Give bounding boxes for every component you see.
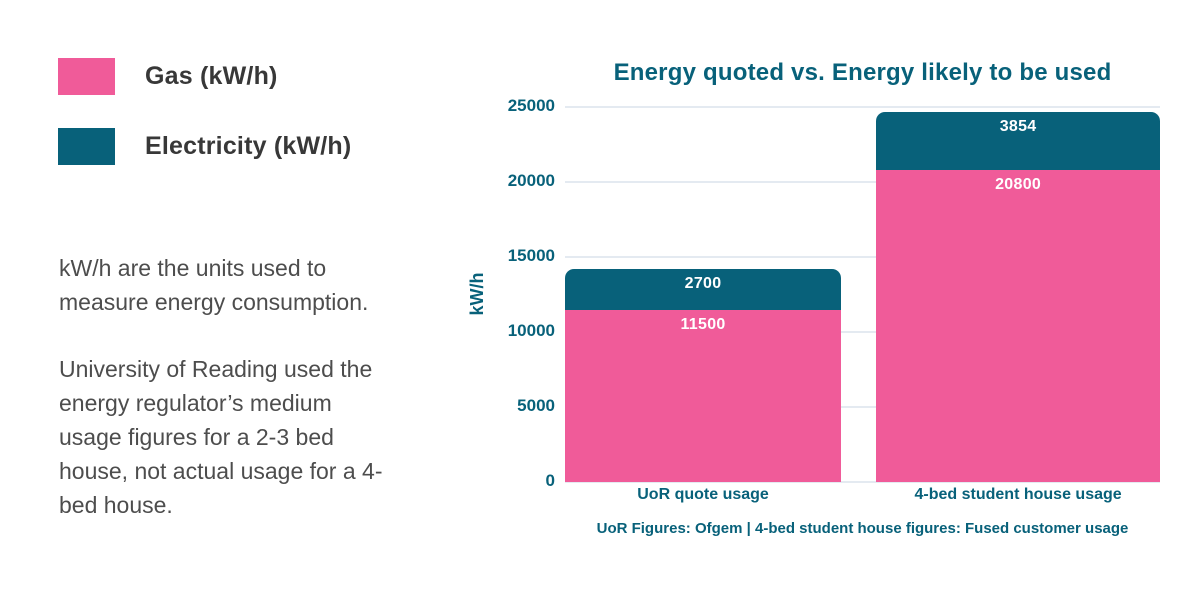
gridline-5000 <box>565 406 1160 408</box>
note-methodology: University of Reading used the energy re… <box>59 356 383 518</box>
segment-electricity: 3854 <box>876 112 1160 170</box>
y-tick-label-5000: 5000 <box>517 396 555 415</box>
value-label-gas: 11500 <box>680 315 726 333</box>
chart-footnote: UoR Figures: Ofgem | 4-bed student house… <box>596 520 1129 537</box>
x-axis-label-0: UoR quote usage <box>637 486 769 503</box>
y-axis-ticks: 0 5000 10000 15000 20000 25000 <box>468 96 555 490</box>
electricity-color-swatch <box>58 128 115 165</box>
y-tick-label-20000: 20000 <box>507 171 555 190</box>
bar-4-bed-student-house-usage: 3854 20800 <box>876 112 1160 482</box>
gridline-15000 <box>565 256 1160 258</box>
segment-electricity: 2700 <box>565 269 842 310</box>
gridline-20000 <box>565 181 1160 183</box>
y-tick-label-0: 0 <box>545 471 555 490</box>
legend-label-electricity: Electricity (kW/h) <box>145 132 352 160</box>
y-tick-label-15000: 15000 <box>507 246 555 265</box>
value-label-gas: 20800 <box>995 176 1042 193</box>
segment-gas: 11500 <box>565 309 842 482</box>
legend-item-electricity: Electricity (kW/h) <box>58 128 351 165</box>
bar-uor-quote-usage: 2700 11500 <box>565 269 842 482</box>
plot-area: 2700 11500 3854 20800 <box>565 106 1160 483</box>
chart-legend: Gas (kW/h) Electricity (kW/h) <box>58 58 351 198</box>
value-label-electricity: 3854 <box>999 118 1037 136</box>
value-label-electricity: 2700 <box>684 275 722 292</box>
gridline-10000 <box>565 331 1160 333</box>
x-axis-labels: UoR quote usage 4-bed student house usage <box>565 486 1160 506</box>
gridline-25000 <box>565 106 1160 108</box>
legend-label-gas: Gas (kW/h) <box>145 62 278 90</box>
y-tick-label-10000: 10000 <box>507 321 555 340</box>
gridline-0 <box>565 481 1160 483</box>
gas-color-swatch <box>58 58 115 95</box>
chart-title: Energy quoted vs. Energy likely to be us… <box>613 59 1112 86</box>
y-tick-label-25000: 25000 <box>507 96 555 115</box>
note-units-definition: kW/h are the units used to measure energ… <box>59 255 369 315</box>
x-axis-label-1: 4-bed student house usage <box>914 486 1122 503</box>
segment-gas: 20800 <box>876 170 1160 482</box>
legend-item-gas: Gas (kW/h) <box>58 58 351 95</box>
